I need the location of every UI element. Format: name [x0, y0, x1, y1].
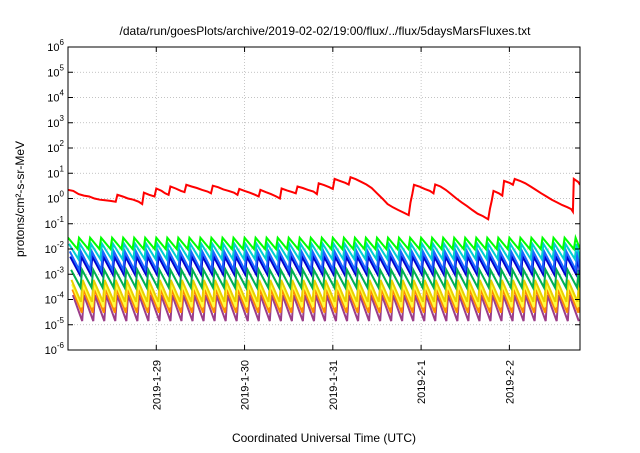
y-tick-label: 10-5	[45, 316, 65, 332]
y-tick-label: 104	[47, 89, 64, 105]
y-tick-label: 10-2	[45, 240, 65, 256]
x-tick-label: 2019-1-30	[240, 360, 252, 410]
y-tick-label: 103	[47, 114, 64, 130]
x-axis: 2019-1-29 2019-1-30 2019-1-31 2019-2-1 2019-…	[151, 47, 516, 410]
y-tick-label: 102	[47, 139, 64, 155]
y-tick-label: 105	[47, 63, 64, 79]
y-tick-label: 100	[47, 190, 64, 206]
series-line	[70, 266, 580, 291]
series-line	[68, 240, 580, 263]
x-tick-label: 2019-1-31	[328, 360, 340, 410]
x-tick-label: 2019-2-2	[504, 360, 516, 404]
series-line	[68, 247, 580, 274]
y-tick-label: 10-1	[45, 215, 65, 231]
y-tick-label: 106	[47, 38, 64, 54]
y-axis: 10-6 10-5 10-4 10-3 10-2 10-1 100 101 102 103 104 1…	[45, 38, 580, 357]
x-axis-title: Coordinated Universal Time (UTC)	[232, 431, 416, 445]
y-axis-title: protons/cm²-s-sr-MeV	[13, 141, 27, 257]
series-line	[70, 279, 580, 303]
y-tick-label: 101	[47, 164, 64, 180]
x-tick-label: 2019-1-29	[151, 360, 163, 410]
x-tick-label: 2019-2-1	[416, 360, 428, 404]
series-line	[68, 175, 580, 221]
y-tick-label: 10-3	[45, 265, 65, 281]
series-line	[68, 233, 580, 252]
y-tick-label: 10-6	[45, 341, 65, 357]
y-tick-label: 10-4	[45, 291, 65, 307]
series-layer	[68, 175, 580, 322]
chart-title: /data/run/goesPlots/archive/2019-02-02/1…	[120, 24, 532, 38]
